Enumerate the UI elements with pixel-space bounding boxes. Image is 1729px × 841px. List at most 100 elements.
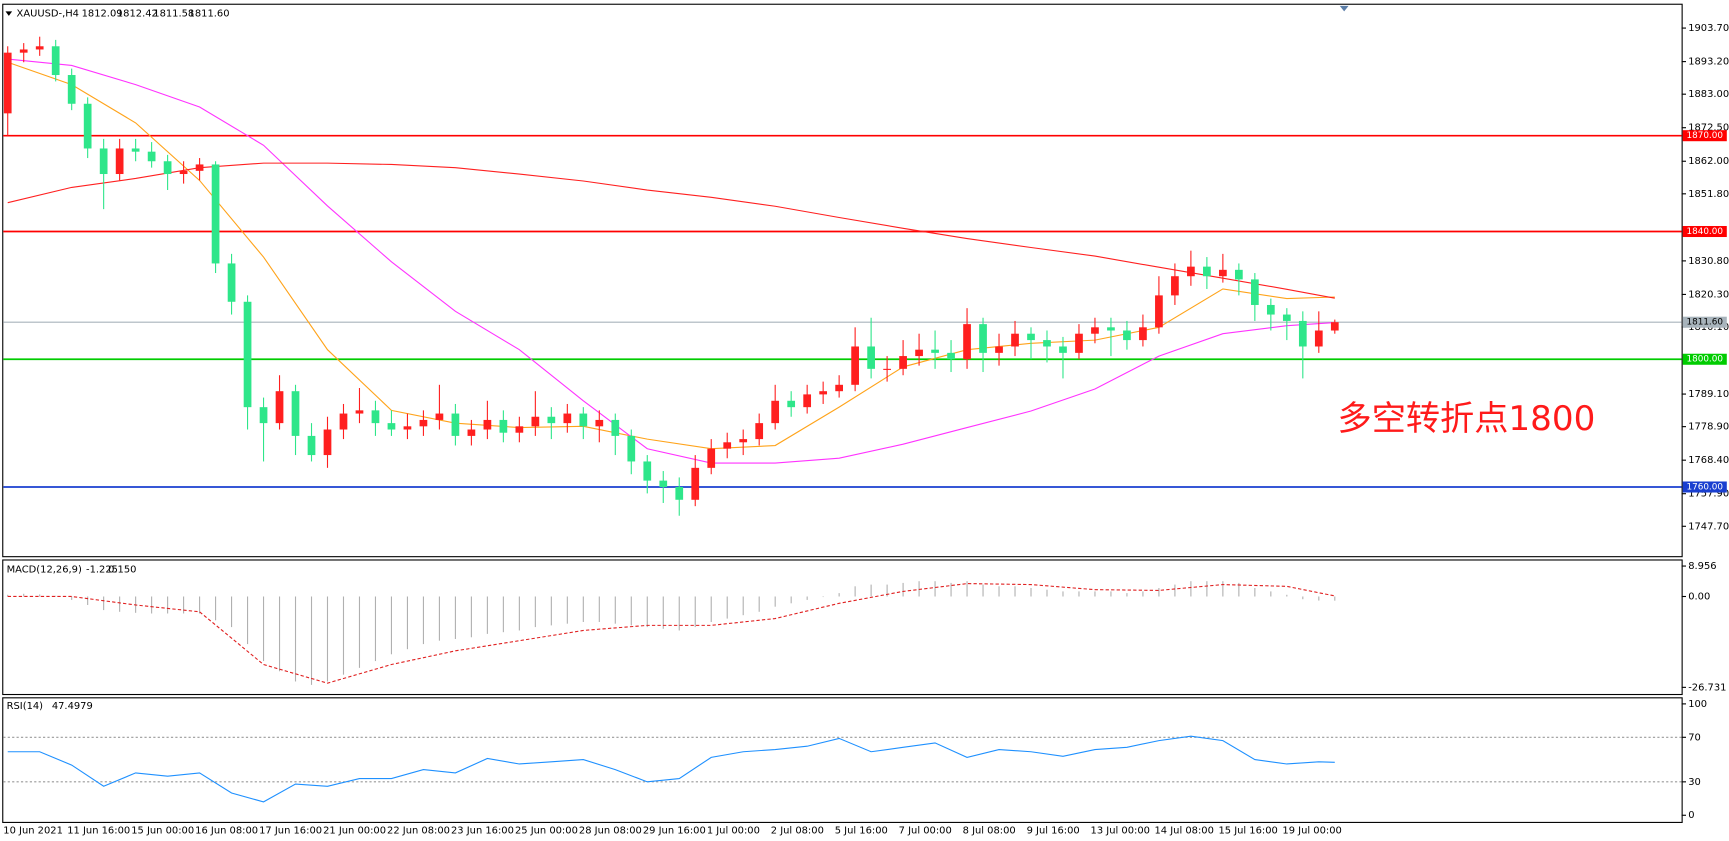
moving-average <box>7 58 1335 464</box>
macd-bar <box>598 596 600 622</box>
y-tick-label: 1851.80 <box>1688 189 1729 200</box>
macd-bar <box>1206 581 1208 597</box>
x-tick-label: 28 Jun 08:00 <box>579 826 642 837</box>
candle-body <box>707 448 716 468</box>
macd-bar <box>678 596 680 631</box>
x-tick-label: 29 Jun 16:00 <box>643 826 706 837</box>
x-tick-label: 25 Jun 00:00 <box>515 826 578 837</box>
macd-bar <box>262 596 265 662</box>
macd-bar <box>39 594 41 597</box>
candle-body <box>1187 266 1195 277</box>
y-tick-label: 8.956 <box>1688 561 1716 572</box>
candle-body <box>643 461 652 481</box>
x-tick-label: 11 Jun 16:00 <box>67 826 130 837</box>
macd-bar <box>422 596 424 645</box>
macd-bar <box>1238 582 1240 597</box>
macd-bar <box>326 596 329 682</box>
level-label: 1800.00 <box>1687 355 1724 365</box>
level-label-box <box>1682 130 1727 142</box>
y-tick-label: 1862.00 <box>1688 156 1729 167</box>
x-tick-label: 9 Jul 16:00 <box>1027 826 1080 837</box>
candle-body <box>819 391 828 395</box>
macd-bar <box>438 596 440 641</box>
x-tick-label: 15 Jun 00:00 <box>131 826 194 837</box>
x-tick-label: 16 Jun 08:00 <box>195 826 258 837</box>
macd-bar <box>167 596 169 614</box>
candle-body <box>1075 333 1083 353</box>
macd-bar <box>358 596 361 668</box>
annotation: 多空转折点1800 <box>1338 399 1596 439</box>
x-tick-label: 21 Jun 00:00 <box>323 826 386 837</box>
candle-body <box>115 148 124 175</box>
macd-bar <box>278 596 281 672</box>
macd-bar <box>342 596 345 675</box>
macd-bar <box>774 596 776 607</box>
level-label-box <box>1682 316 1727 328</box>
candle-body <box>451 413 460 436</box>
y-tick-label: -26.731 <box>1688 682 1726 693</box>
signal-readout: 0.150 <box>108 564 136 575</box>
candle-body <box>723 442 732 449</box>
macd-bar <box>630 596 632 626</box>
macd-bar <box>1222 581 1224 597</box>
macd-bar <box>1110 591 1112 597</box>
macd-bar <box>1158 587 1160 597</box>
open-readout: 1812.09 <box>82 9 123 20</box>
candle-body <box>579 413 588 427</box>
macd-bar <box>1030 587 1032 597</box>
candle-body <box>947 352 955 360</box>
x-tick-label: 1 Jul 00:00 <box>707 826 760 837</box>
candle-body <box>291 391 300 436</box>
candle-body <box>179 170 188 175</box>
shift-marker <box>1339 5 1349 12</box>
x-tick-label: 22 Jun 08:00 <box>387 826 450 837</box>
candle-body <box>195 164 204 171</box>
candle-body <box>883 368 891 370</box>
macd-bar <box>1078 591 1080 597</box>
candle-body <box>659 480 668 488</box>
candle-body <box>1266 304 1275 315</box>
candle-body <box>131 148 140 152</box>
candle-body <box>467 429 476 436</box>
macd-bar <box>215 596 217 621</box>
rsi-label: RSI(14) <box>7 701 44 712</box>
macd-bar <box>247 596 249 645</box>
y-tick-label: 1778.90 <box>1688 422 1729 433</box>
candle-body <box>499 419 508 433</box>
macd-bar <box>183 596 185 614</box>
macd-bar <box>231 596 233 628</box>
candle-body <box>259 407 268 424</box>
macd-bar <box>7 594 9 597</box>
candle-body <box>275 391 284 424</box>
candle-body <box>67 75 76 104</box>
low-readout: 1811.58 <box>153 9 194 20</box>
macd-bar <box>934 581 936 597</box>
x-tick-label: 2 Jul 08:00 <box>771 826 824 837</box>
candle-body <box>435 413 444 420</box>
macd-bar <box>758 596 760 612</box>
macd-bar <box>534 596 536 628</box>
x-tick-label: 13 Jul 00:00 <box>1091 826 1150 837</box>
macd-bar <box>806 596 808 600</box>
level-label: 1811.60 <box>1687 318 1724 328</box>
candle-body <box>323 429 332 456</box>
macd-bar <box>1286 594 1288 597</box>
macd-bar <box>742 596 744 616</box>
y-tick-label: 1820.30 <box>1688 289 1729 300</box>
macd-bar <box>838 593 840 597</box>
candle-body <box>51 46 60 76</box>
x-tick-label: 7 Jul 00:00 <box>899 826 952 837</box>
y-tick-label: 1872.50 <box>1688 123 1729 134</box>
main-panel <box>2 3 1683 558</box>
macd-bar <box>502 596 504 633</box>
level-label-box <box>1682 481 1727 493</box>
macd-bar <box>71 596 73 600</box>
macd-bar <box>614 596 616 624</box>
candle-body <box>691 467 700 500</box>
candle-body <box>1203 266 1211 277</box>
x-tick-label: 14 Jul 08:00 <box>1155 826 1214 837</box>
candle-body <box>515 426 524 433</box>
macd-bar <box>822 596 824 598</box>
y-tick-label: 30 <box>1688 777 1701 788</box>
x-tick-label: 10 Jun 2021 <box>3 826 63 837</box>
